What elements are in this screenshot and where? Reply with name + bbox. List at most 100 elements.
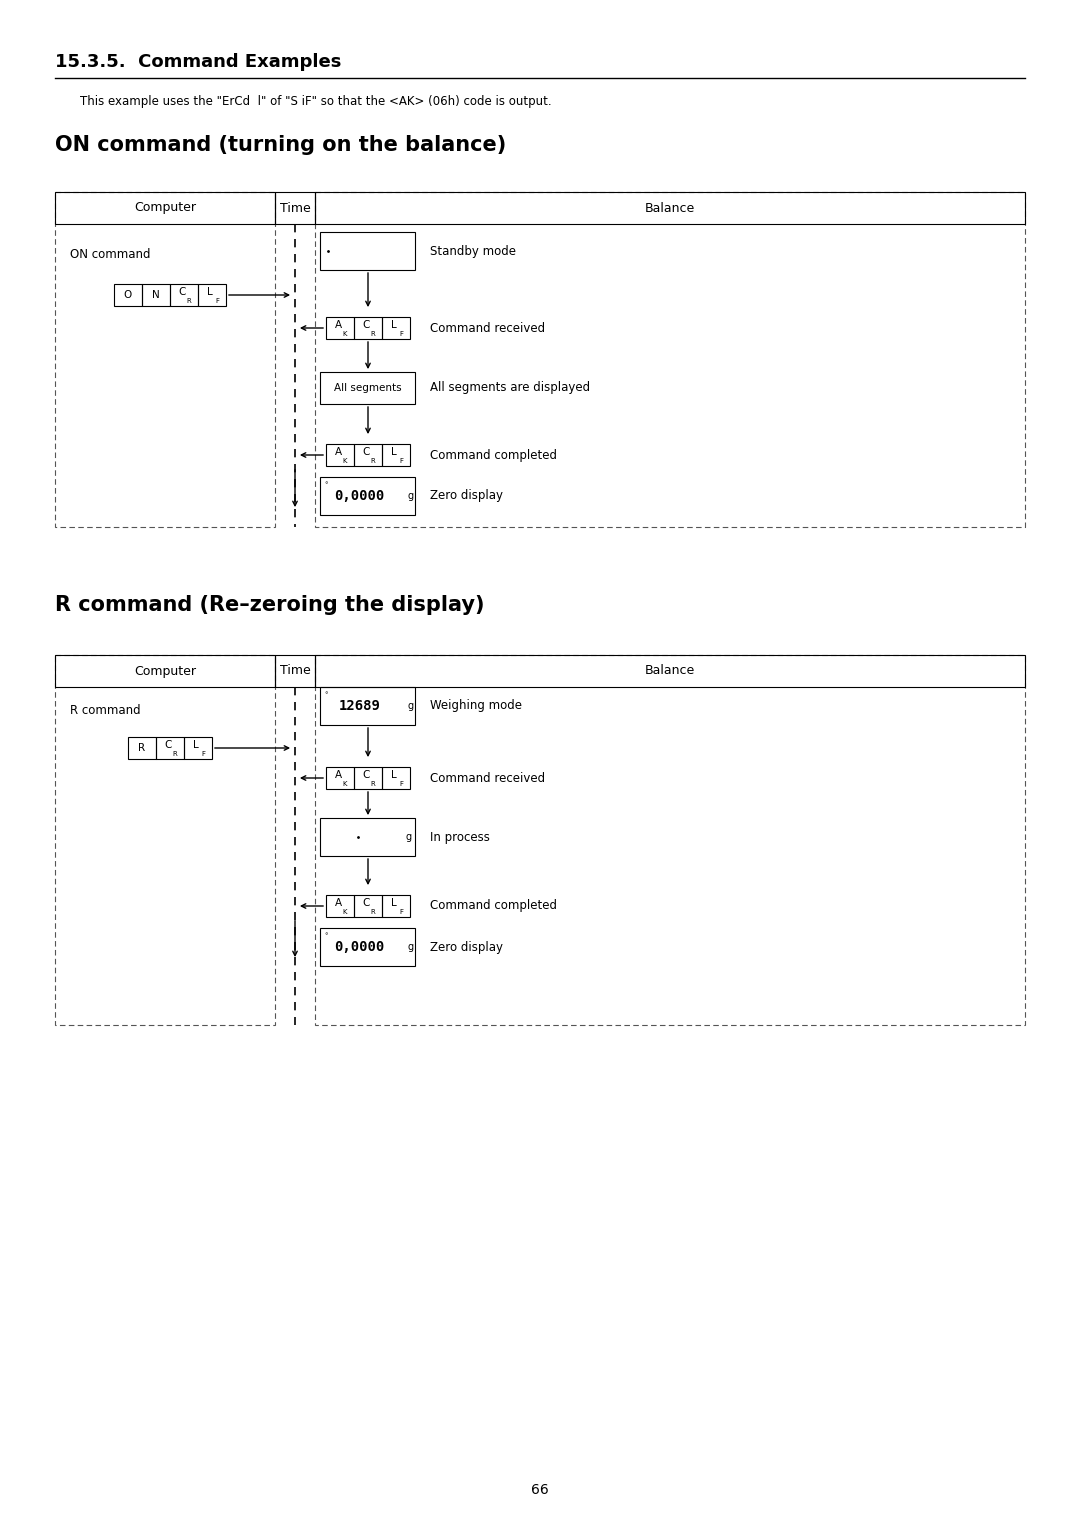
Bar bbox=[354, 767, 382, 789]
Text: 12689: 12689 bbox=[338, 699, 380, 713]
Bar bbox=[198, 284, 226, 305]
Text: A: A bbox=[335, 321, 341, 330]
Bar bbox=[141, 284, 170, 305]
Text: 0,0000: 0,0000 bbox=[335, 489, 384, 502]
Text: F: F bbox=[399, 780, 403, 786]
Bar bbox=[55, 655, 275, 1025]
Text: 66: 66 bbox=[531, 1483, 549, 1496]
Text: R: R bbox=[173, 751, 177, 757]
Text: A: A bbox=[335, 898, 341, 909]
Text: L: L bbox=[207, 287, 213, 296]
Text: R command: R command bbox=[70, 704, 140, 716]
Bar bbox=[55, 192, 275, 224]
Text: F: F bbox=[399, 458, 403, 464]
Text: R: R bbox=[370, 780, 376, 786]
Text: Command received: Command received bbox=[430, 322, 545, 334]
Text: ON command: ON command bbox=[70, 249, 150, 261]
Text: Zero display: Zero display bbox=[430, 941, 503, 953]
Text: Computer: Computer bbox=[134, 664, 195, 678]
Text: 0,0000: 0,0000 bbox=[335, 941, 384, 954]
Bar bbox=[382, 895, 410, 918]
Bar bbox=[320, 373, 415, 405]
Text: Time: Time bbox=[280, 664, 310, 678]
Text: g: g bbox=[407, 701, 414, 712]
Text: R: R bbox=[138, 744, 146, 753]
Text: C: C bbox=[164, 741, 172, 750]
Text: F: F bbox=[399, 331, 403, 337]
Text: K: K bbox=[342, 780, 348, 786]
Text: C: C bbox=[362, 447, 369, 457]
Text: C: C bbox=[362, 770, 369, 780]
Text: 15.3.5.  Command Examples: 15.3.5. Command Examples bbox=[55, 53, 341, 70]
Text: Weighing mode: Weighing mode bbox=[430, 699, 522, 713]
Bar bbox=[55, 192, 275, 527]
Bar bbox=[315, 192, 1025, 224]
Text: R: R bbox=[370, 909, 376, 915]
Bar bbox=[275, 655, 315, 687]
Text: ON command (turning on the balance): ON command (turning on the balance) bbox=[55, 134, 507, 156]
Text: Command received: Command received bbox=[430, 771, 545, 785]
Text: N: N bbox=[152, 290, 160, 299]
Bar bbox=[320, 818, 415, 857]
Bar bbox=[114, 284, 141, 305]
Text: All segments: All segments bbox=[334, 383, 402, 392]
Text: K: K bbox=[342, 909, 348, 915]
Text: Command completed: Command completed bbox=[430, 449, 557, 461]
Bar bbox=[354, 895, 382, 918]
Text: °: ° bbox=[324, 483, 327, 489]
Bar bbox=[382, 318, 410, 339]
Text: This example uses the "ErCd  l" of "S iF" so that the <AK> (06h) code is output.: This example uses the "ErCd l" of "S iF"… bbox=[80, 95, 552, 107]
Text: g: g bbox=[405, 832, 411, 841]
Text: Time: Time bbox=[280, 202, 310, 214]
Bar bbox=[326, 318, 354, 339]
Bar bbox=[184, 738, 212, 759]
Text: L: L bbox=[391, 770, 396, 780]
Bar bbox=[326, 444, 354, 466]
Text: L: L bbox=[391, 321, 396, 330]
Bar bbox=[170, 284, 198, 305]
Bar bbox=[129, 738, 156, 759]
Text: L: L bbox=[391, 447, 396, 457]
Text: g: g bbox=[407, 942, 414, 951]
Text: F: F bbox=[399, 909, 403, 915]
Text: In process: In process bbox=[430, 831, 490, 843]
Bar bbox=[320, 476, 415, 515]
Text: Computer: Computer bbox=[134, 202, 195, 214]
Bar bbox=[320, 232, 415, 270]
Bar bbox=[315, 655, 1025, 687]
Text: L: L bbox=[193, 741, 199, 750]
Bar bbox=[320, 928, 415, 967]
Bar bbox=[326, 895, 354, 918]
Text: K: K bbox=[342, 458, 348, 464]
Text: A: A bbox=[335, 447, 341, 457]
Text: Balance: Balance bbox=[645, 664, 696, 678]
Text: F: F bbox=[201, 751, 205, 757]
Bar bbox=[315, 192, 1025, 527]
Text: °: ° bbox=[324, 933, 327, 939]
Bar bbox=[55, 655, 275, 687]
Text: O: O bbox=[124, 290, 132, 299]
Bar bbox=[354, 444, 382, 466]
Bar bbox=[382, 767, 410, 789]
Text: R: R bbox=[187, 298, 191, 304]
Text: Command completed: Command completed bbox=[430, 899, 557, 913]
Text: C: C bbox=[362, 321, 369, 330]
Text: R: R bbox=[370, 458, 376, 464]
Bar bbox=[382, 444, 410, 466]
Text: Balance: Balance bbox=[645, 202, 696, 214]
Text: R command (Re–zeroing the display): R command (Re–zeroing the display) bbox=[55, 596, 485, 615]
Text: K: K bbox=[342, 331, 348, 337]
Bar bbox=[354, 318, 382, 339]
Text: L: L bbox=[391, 898, 396, 909]
Text: C: C bbox=[178, 287, 186, 296]
Bar bbox=[275, 192, 315, 224]
Bar bbox=[320, 687, 415, 725]
Text: F: F bbox=[215, 298, 219, 304]
Text: g: g bbox=[407, 492, 414, 501]
Text: Zero display: Zero display bbox=[430, 490, 503, 502]
Text: C: C bbox=[362, 898, 369, 909]
Bar bbox=[326, 767, 354, 789]
Text: °: ° bbox=[324, 692, 327, 698]
Text: A: A bbox=[335, 770, 341, 780]
Text: All segments are displayed: All segments are displayed bbox=[430, 382, 590, 394]
